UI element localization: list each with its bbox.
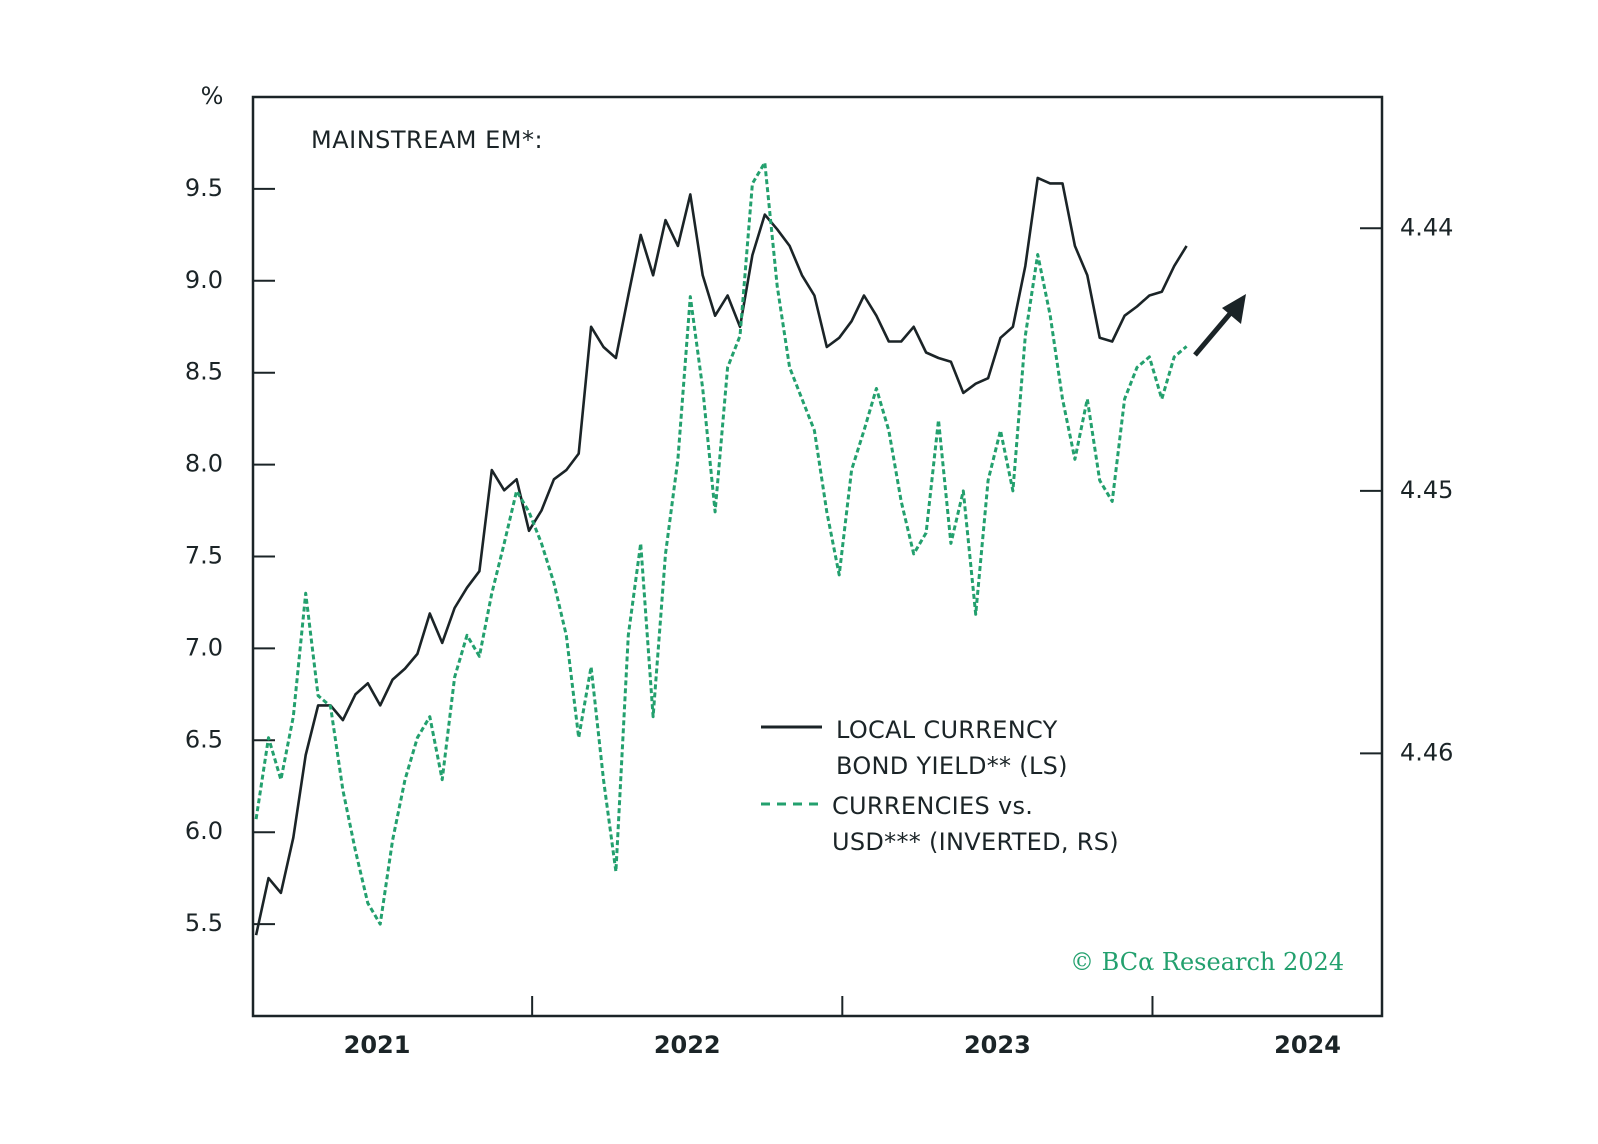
- y2-tick-label: 4.45: [1400, 476, 1453, 504]
- y-tick-label: 5.5: [185, 909, 223, 937]
- y-tick-label: 8.0: [185, 450, 223, 478]
- y-tick-label: 6.5: [185, 725, 223, 753]
- legend-label: CURRENCIES vs. USD*** (INVERTED, RS): [832, 792, 1119, 856]
- x-tick-label: 2023: [964, 1031, 1031, 1059]
- trend-arrow: [1193, 294, 1246, 357]
- chart-title: MAINSTREAM EM*:: [311, 126, 544, 154]
- x-tick-label: 2022: [654, 1031, 721, 1059]
- y2-tick-label: 4.46: [1400, 738, 1453, 766]
- source-note: © BCα Research 2024: [1070, 948, 1345, 976]
- x-tick-label: 2024: [1274, 1031, 1341, 1059]
- arrow-shaft: [1193, 307, 1236, 357]
- arrow-head: [1222, 294, 1246, 324]
- plot-frame: [251, 95, 1384, 1018]
- y-tick-label: 9.0: [185, 266, 223, 294]
- y-tick-label: 9.5: [185, 174, 223, 202]
- series-line: [254, 176, 1188, 936]
- y-tick-label: 7.5: [185, 542, 223, 570]
- y-axis-label: %: [201, 82, 224, 110]
- legend-label: LOCAL CURRENCY BOND YIELD** (LS): [836, 716, 1068, 780]
- x-tick-label: 2021: [344, 1031, 411, 1059]
- series-line: [254, 161, 1188, 926]
- y-tick-label: 7.0: [185, 633, 223, 661]
- y-tick-label: 8.5: [185, 358, 223, 386]
- y2-tick-label: 4.44: [1400, 213, 1453, 241]
- y-tick-label: 6.0: [185, 817, 223, 845]
